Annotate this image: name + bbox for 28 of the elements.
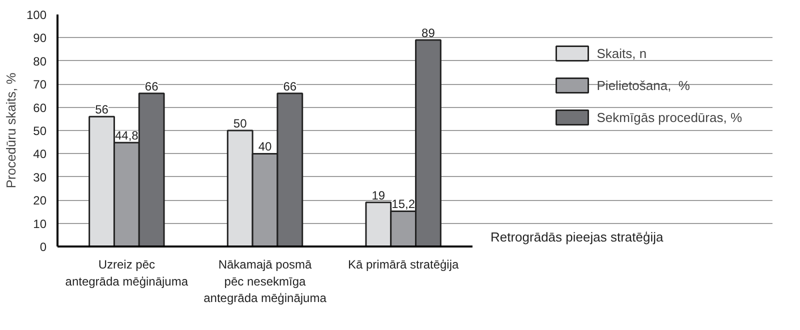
y-axis-title: Procedūru skaits, % bbox=[3, 72, 18, 188]
y-tick-label: 30 bbox=[33, 170, 47, 184]
y-tick-label: 20 bbox=[33, 194, 47, 208]
x-tick-label: Nākamajā posmā pēc nesekmīga antegrāda mēģinājuma bbox=[204, 258, 327, 306]
x-tick-label: Kā primārā stratēģija bbox=[348, 258, 460, 272]
x-tick-label: Uzreiz pēc antegrāda mēģinājuma bbox=[65, 258, 188, 288]
data-label: 19 bbox=[372, 188, 386, 202]
data-label: 50 bbox=[233, 116, 248, 130]
x-axis-title: Retrogrādās pieejas stratēģija bbox=[490, 230, 664, 244]
legend-label: Sekmīgās procedūras, % bbox=[596, 110, 742, 124]
y-tick-label: 70 bbox=[33, 78, 47, 92]
y-tick-label: 90 bbox=[33, 31, 47, 46]
data-label: 56 bbox=[95, 102, 109, 117]
data-label: 89 bbox=[422, 26, 436, 40]
y-tick-label: 0 bbox=[40, 240, 47, 254]
data-label: 66 bbox=[144, 79, 159, 94]
data-label: 40 bbox=[258, 140, 272, 154]
data-label: 44,8 bbox=[114, 128, 139, 143]
y-tick-label: 80 bbox=[33, 54, 47, 68]
legend-label: Skaits, n bbox=[596, 46, 647, 60]
y-tick-label: 60 bbox=[33, 100, 47, 115]
y-tick-label: 50 bbox=[33, 124, 47, 138]
data-label: 66 bbox=[283, 79, 297, 94]
legend-label: Pielietošana, % bbox=[596, 78, 690, 92]
y-tick-label: 40 bbox=[33, 147, 47, 162]
y-tick-label: 100 bbox=[26, 8, 47, 22]
data-label: 15,2 bbox=[392, 197, 416, 212]
y-tick-label: 10 bbox=[33, 216, 47, 231]
